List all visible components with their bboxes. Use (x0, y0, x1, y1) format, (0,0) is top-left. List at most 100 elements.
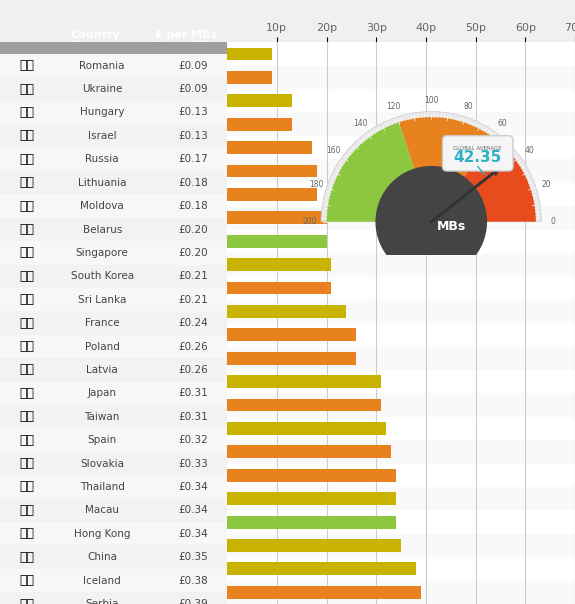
Text: GLOBAL AVERAGE: GLOBAL AVERAGE (454, 146, 502, 152)
Text: Lithuania: Lithuania (78, 178, 126, 188)
Text: 200: 200 (303, 217, 317, 226)
Bar (0, 171, 227, 194)
Text: 🇮🇸: 🇮🇸 (20, 574, 34, 587)
FancyBboxPatch shape (443, 136, 513, 171)
Bar (0, 241, 227, 265)
Text: 42.35: 42.35 (454, 150, 502, 165)
Text: Ukraine: Ukraine (82, 84, 122, 94)
Text: 🇭🇺: 🇭🇺 (20, 106, 34, 119)
Text: Macau: Macau (85, 506, 119, 515)
Text: £0.26: £0.26 (178, 365, 208, 375)
Bar (227, 118, 292, 130)
Text: £0.18: £0.18 (178, 201, 208, 211)
Bar (227, 183, 575, 206)
Text: 🇭🇰: 🇭🇰 (20, 527, 34, 541)
Text: Thailand: Thailand (80, 482, 125, 492)
Text: £0.20: £0.20 (178, 248, 208, 258)
Bar (227, 534, 575, 557)
Bar (227, 399, 381, 411)
Bar (227, 422, 386, 435)
Bar (227, 586, 421, 599)
Bar (0, 77, 227, 101)
Text: £0.09: £0.09 (178, 84, 208, 94)
Text: Country: Country (71, 30, 120, 40)
Text: 120: 120 (386, 102, 401, 111)
Text: Sri Lanka: Sri Lanka (78, 295, 126, 305)
Bar (227, 440, 575, 464)
Text: £0.33: £0.33 (178, 458, 208, 469)
Bar (227, 539, 401, 552)
Text: £0.09: £0.09 (178, 60, 208, 71)
Bar (227, 492, 396, 505)
Text: 0: 0 (550, 217, 555, 226)
Bar (227, 206, 575, 230)
Text: £0.31: £0.31 (178, 388, 208, 399)
Wedge shape (399, 117, 493, 177)
Text: £0.17: £0.17 (178, 154, 208, 164)
Bar (0, 124, 227, 147)
Text: 🇮🇱: 🇮🇱 (20, 129, 34, 143)
Text: 🇹🇼: 🇹🇼 (20, 410, 34, 423)
Text: Iceland: Iceland (83, 576, 121, 586)
Text: 🇱🇰: 🇱🇰 (20, 293, 34, 306)
Text: £0.39: £0.39 (178, 599, 208, 604)
Bar (227, 48, 272, 60)
Text: Israel: Israel (88, 131, 117, 141)
Text: 🇸🇰: 🇸🇰 (20, 457, 34, 470)
Bar (227, 253, 575, 277)
Text: 🇨🇳: 🇨🇳 (20, 551, 34, 564)
Text: £0.18: £0.18 (178, 178, 208, 188)
Bar (227, 557, 575, 580)
Bar (0, 265, 227, 288)
Bar (0, 39, 227, 54)
Text: £0.31: £0.31 (178, 412, 208, 422)
Text: 🇺🇦: 🇺🇦 (20, 83, 34, 95)
Text: 🇷🇴: 🇷🇴 (20, 59, 34, 72)
Text: Hungary: Hungary (80, 108, 124, 118)
Text: Hong Kong: Hong Kong (74, 528, 131, 539)
Text: MBs: MBs (436, 220, 466, 233)
Text: 180: 180 (309, 180, 323, 189)
Text: 🇲🇩: 🇲🇩 (20, 199, 34, 213)
Text: £0.34: £0.34 (178, 528, 208, 539)
Bar (0, 288, 227, 312)
Text: 🇷🇺: 🇷🇺 (20, 153, 34, 166)
Wedge shape (327, 122, 414, 222)
Text: £0.26: £0.26 (178, 341, 208, 352)
Text: £ per MBs: £ per MBs (155, 41, 217, 51)
Bar (227, 305, 346, 318)
Bar (227, 329, 356, 341)
Bar (227, 164, 317, 178)
Bar (227, 71, 272, 84)
Bar (0, 475, 227, 499)
Bar (227, 370, 575, 393)
Bar (227, 562, 416, 576)
Text: Country: Country (71, 41, 120, 51)
Bar (227, 112, 575, 136)
Bar (227, 347, 575, 370)
Text: £0.34: £0.34 (178, 482, 208, 492)
Text: 20: 20 (542, 180, 551, 189)
Text: 🇷🇸: 🇷🇸 (20, 597, 34, 604)
Text: China: China (87, 552, 117, 562)
Text: 160: 160 (326, 146, 340, 155)
Bar (227, 300, 575, 323)
Text: 🇸🇬: 🇸🇬 (20, 246, 34, 260)
Text: 40: 40 (524, 146, 534, 155)
Bar (227, 510, 575, 534)
Bar (227, 94, 292, 108)
Bar (0, 101, 227, 124)
Bar (227, 42, 575, 66)
Bar (227, 211, 327, 224)
Text: £0.20: £0.20 (178, 225, 208, 234)
Text: 80: 80 (464, 102, 474, 111)
Text: £0.32: £0.32 (178, 435, 208, 445)
Text: Russia: Russia (86, 154, 119, 164)
Bar (227, 66, 575, 89)
Text: 🇱🇻: 🇱🇻 (20, 364, 34, 376)
Bar (0, 358, 227, 382)
Bar (0, 593, 227, 604)
Text: 60: 60 (497, 119, 507, 128)
Text: Slovakia: Slovakia (80, 458, 124, 469)
Bar (227, 230, 575, 253)
